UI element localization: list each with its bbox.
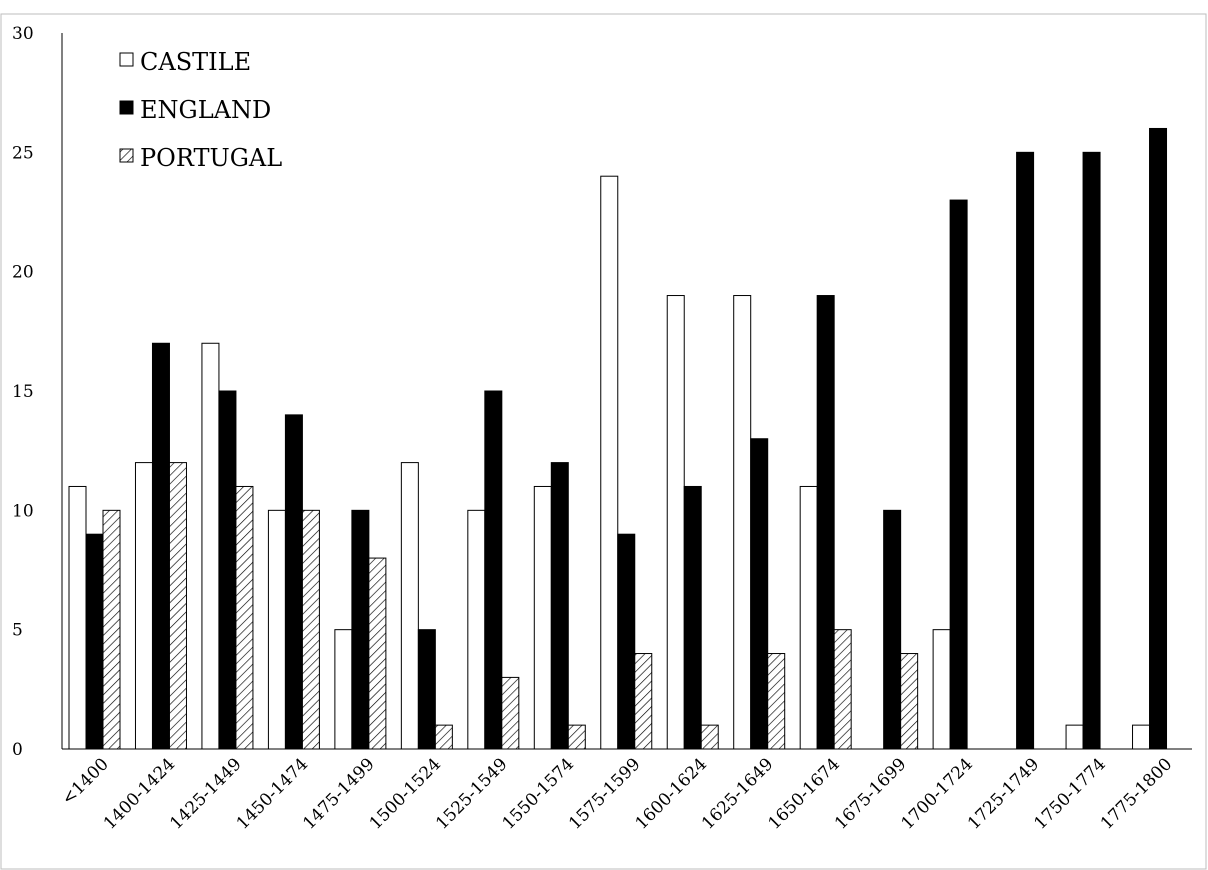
bar-england xyxy=(1016,151,1035,750)
bar-castile xyxy=(134,462,153,750)
bar-castile xyxy=(666,295,685,750)
bar-england xyxy=(617,533,636,750)
legend-swatch-england xyxy=(119,100,134,115)
y-tick-label: 25 xyxy=(12,143,34,163)
bar-england xyxy=(550,462,569,750)
bar-portugal xyxy=(368,557,387,750)
bar-portugal xyxy=(767,653,786,750)
bar-castile xyxy=(267,509,286,750)
y-tick-label: 30 xyxy=(12,24,34,44)
bar-england xyxy=(151,342,170,750)
bar-castile xyxy=(400,462,419,750)
bar-portugal xyxy=(567,724,586,750)
bar-castile xyxy=(533,485,552,750)
y-tick-label: 15 xyxy=(12,382,34,402)
y-tick-label: 5 xyxy=(12,621,23,641)
bar-england xyxy=(417,629,436,750)
bar-portugal xyxy=(168,462,187,750)
bar-portugal xyxy=(634,653,653,750)
bar-portugal xyxy=(434,724,453,750)
legend: CASTILE ENGLAND PORTUGAL xyxy=(119,48,282,172)
bar-england xyxy=(883,509,902,750)
bar-castile xyxy=(799,485,818,750)
bar-england xyxy=(284,414,303,750)
bar-portugal xyxy=(501,676,520,750)
bar-portugal xyxy=(833,629,852,750)
bar-england xyxy=(85,533,104,750)
bar-portugal xyxy=(235,485,254,750)
bar-castile xyxy=(1132,724,1151,750)
bar-portugal xyxy=(301,509,320,750)
y-tick-label: 10 xyxy=(12,501,34,521)
bar-portugal xyxy=(700,724,719,750)
legend-label-portugal: PORTUGAL xyxy=(140,144,282,172)
bar-england xyxy=(218,390,237,750)
bar-england xyxy=(1082,151,1101,750)
y-tick-label: 0 xyxy=(12,740,23,760)
bar-england xyxy=(949,199,968,750)
bar-england xyxy=(683,485,702,750)
x-tick-label: <1400 xyxy=(58,754,113,809)
legend-swatch-castile xyxy=(119,52,134,67)
bar-portugal xyxy=(900,653,919,750)
y-tick-label: 20 xyxy=(12,263,34,283)
bar-castile xyxy=(600,175,619,750)
bar-england xyxy=(484,390,503,750)
bar-castile xyxy=(932,629,951,750)
chart-frame xyxy=(0,13,1207,870)
bar-castile xyxy=(733,295,752,750)
x-tick-label: 1775-1800 xyxy=(1097,754,1176,833)
bar-portugal xyxy=(102,509,121,750)
legend-label-castile: CASTILE xyxy=(140,48,251,76)
legend-label-england: ENGLAND xyxy=(140,96,271,124)
x-axis: <14001400-14241425-14491450-14741475-149… xyxy=(58,748,1192,834)
bar-castile xyxy=(201,342,220,750)
bars-group xyxy=(68,127,1168,750)
bar-england xyxy=(351,509,370,750)
legend-swatch-portugal xyxy=(119,148,134,163)
bar-england xyxy=(750,438,769,750)
bar-castile xyxy=(334,629,353,750)
bar-castile xyxy=(1065,724,1084,750)
bar-castile xyxy=(68,485,87,750)
bar-england xyxy=(1149,127,1168,750)
bar-england xyxy=(816,295,835,750)
bar-castile xyxy=(467,509,486,750)
y-axis: 0 5 10 15 20 25 30 xyxy=(12,24,63,760)
